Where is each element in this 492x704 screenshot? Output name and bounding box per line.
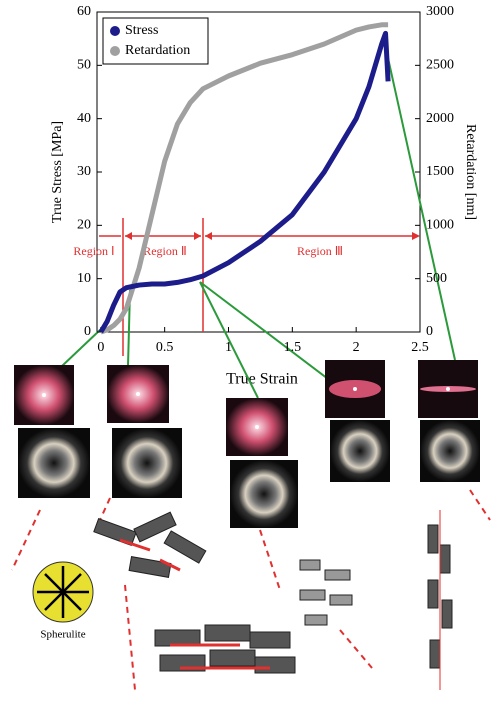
spherulite-label: Spherulite [40,629,85,641]
y-tick-label: 0 [84,324,91,339]
y2-tick-label: 1000 [426,218,454,233]
y-axis-label: True Stress [MPa] [50,121,65,223]
y-tick-label: 50 [77,58,91,73]
region-label: Region Ⅱ [143,244,187,258]
y-tick-label: 20 [77,218,91,233]
y-tick-label: 10 [77,271,91,286]
lamellae [94,512,452,673]
x-tick-label: 2.5 [411,340,429,355]
region-label: Region Ⅰ [73,244,114,258]
y2-tick-label: 500 [426,271,447,286]
page: {"chart_data": {"type": "line", "x_label… [0,0,492,704]
y-tick-label: 30 [77,164,91,179]
y-tick-label: 60 [77,4,91,19]
y2-tick-label: 2000 [426,111,454,126]
y2-tick-label: 1500 [426,164,454,179]
y2-tick-label: 0 [426,324,433,339]
x-tick-label: 0.5 [156,340,174,355]
series-line [101,33,388,332]
x-axis-label: True Strain [226,371,298,388]
legend: Stress Retardation [103,18,208,64]
region-label: Region Ⅲ [297,244,343,258]
x-tick-label: 1 [225,340,232,355]
legend-marker [110,26,120,36]
y-tick-label: 40 [77,111,91,126]
y2-tick-label: 3000 [426,4,454,19]
x-tick-label: 0 [97,340,104,355]
x-tick-label: 1.5 [284,340,302,355]
y2-axis-label: Retardation [nm] [463,124,478,220]
spherulite [33,562,93,622]
legend-label: Retardation [125,43,190,58]
legend-marker [110,46,120,56]
y2-tick-label: 2500 [426,58,454,73]
figure: True Stress [MPa] Retardation [nm] True … [0,0,492,699]
connectors [62,40,455,398]
x-tick-label: 2 [353,340,360,355]
legend-label: Stress [125,23,158,38]
